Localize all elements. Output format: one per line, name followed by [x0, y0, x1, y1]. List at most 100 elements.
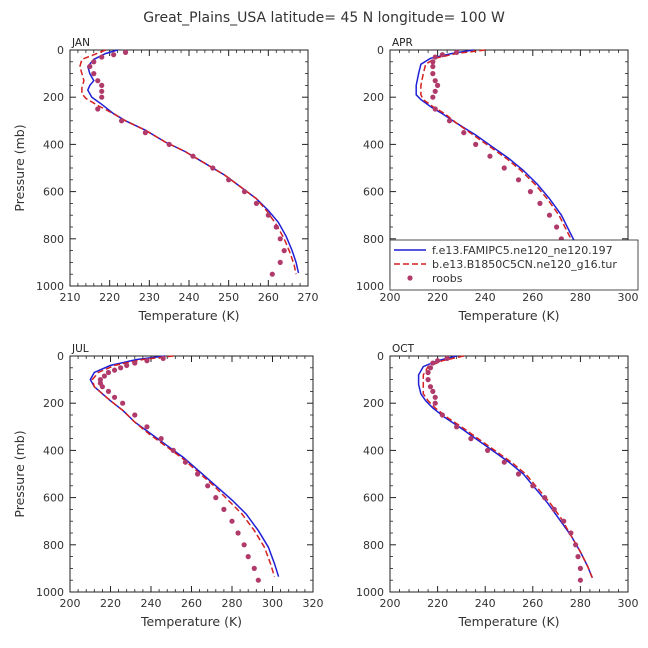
- data-point-roobs: [427, 365, 434, 371]
- series-line-coupled: [91, 355, 276, 577]
- plot-frame: [69, 49, 309, 287]
- y-tick-label: 200: [363, 91, 384, 104]
- panel-oct: OCT 200 220 240 260 280 300 0 200 400 600 800 1000 Te…: [356, 343, 639, 629]
- data-point-roobs: [551, 506, 557, 512]
- data-point-roobs: [435, 358, 441, 364]
- data-point-roobs: [105, 388, 112, 394]
- data-point-roobs: [277, 236, 283, 242]
- x-tick-label: 320: [303, 597, 324, 610]
- y-tick-label: 0: [57, 350, 64, 363]
- data-point-roobs: [577, 565, 584, 572]
- legend-box: [389, 239, 639, 291]
- y-tick-label: 200: [363, 397, 384, 410]
- data-point-roobs: [95, 106, 101, 112]
- panel-apr: APR 200 220 240 260 280 300 0 200 400 600 800 1000 Te…: [356, 37, 639, 323]
- data-point-roobs: [461, 130, 467, 136]
- data-point-roobs: [99, 82, 105, 88]
- data-point-roobs: [430, 59, 436, 65]
- data-point-roobs: [132, 412, 138, 418]
- data-point-roobs: [245, 554, 251, 560]
- x-tick-label: 220: [100, 597, 121, 610]
- x-tick-label: 240: [475, 291, 496, 304]
- data-point-roobs: [427, 384, 434, 390]
- data-point-roobs: [484, 447, 491, 453]
- data-point-roobs: [273, 224, 279, 230]
- x-tick-label: 260: [522, 291, 543, 304]
- x-tick-label: 300: [618, 597, 639, 610]
- data-point-roobs: [91, 71, 97, 77]
- data-point-roobs: [546, 212, 553, 218]
- data-point-roobs: [554, 224, 560, 230]
- data-point-roobs: [568, 530, 574, 536]
- y-tick-label: 0: [377, 44, 384, 57]
- data-point-roobs: [144, 358, 150, 364]
- data-point-roobs: [99, 54, 105, 60]
- data-point-roobs: [432, 78, 438, 84]
- data-point-roobs: [515, 177, 522, 183]
- x-tick-label: 200: [380, 291, 401, 304]
- y-tick-label: 400: [43, 138, 64, 151]
- data-point-roobs: [205, 483, 211, 489]
- x-tick-label: 230: [139, 291, 160, 304]
- x-tick-label: 240: [179, 291, 200, 304]
- data-point-roobs: [454, 424, 460, 430]
- series-line-coupled: [420, 49, 586, 274]
- data-point-roobs: [144, 424, 150, 430]
- data-point-roobs: [101, 373, 108, 379]
- y-tick-label: 400: [363, 138, 384, 151]
- panel-label: JAN: [71, 37, 90, 49]
- y-tick-label: 200: [43, 91, 64, 104]
- legend-label: b.e13.B1850C5CN.ne120_g16.tur: [432, 258, 617, 271]
- data-point-roobs: [537, 200, 543, 206]
- x-tick-label: 250: [218, 291, 239, 304]
- panel-jul: JUL 200 220 240 260 280 300 320 0 200 400 600 800 100…: [12, 343, 324, 629]
- y-tick-label: 400: [43, 444, 64, 457]
- y-tick-label: 400: [363, 444, 384, 457]
- panel-label: APR: [392, 37, 413, 49]
- data-point-roobs: [575, 554, 581, 560]
- data-point-roobs: [432, 54, 438, 60]
- y-tick-label: 0: [377, 350, 384, 363]
- legend-label: f.e13.FAMIPC5.ne120_ne120.197: [432, 244, 613, 257]
- data-point-roobs: [432, 394, 438, 400]
- x-tick-label: 220: [427, 597, 448, 610]
- data-point-roobs: [561, 518, 567, 524]
- data-point-roobs: [265, 212, 271, 218]
- data-point-roobs: [142, 130, 148, 136]
- data-point-roobs: [515, 471, 522, 477]
- x-tick-label: 270: [298, 291, 319, 304]
- data-point-roobs: [221, 506, 227, 512]
- data-point-roobs: [111, 394, 118, 400]
- x-tick-label: 220: [427, 291, 448, 304]
- data-point-roobs: [430, 94, 436, 100]
- y-tick-label: 800: [43, 233, 64, 246]
- data-point-roobs: [99, 384, 105, 390]
- panel-label: JUL: [71, 343, 89, 355]
- y-tick-label: 0: [57, 44, 64, 57]
- data-point-roobs: [573, 542, 579, 548]
- x-axis-label: Temperature (K): [137, 308, 239, 323]
- y-tick-label: 800: [363, 539, 384, 552]
- x-tick-label: 210: [60, 291, 81, 304]
- data-point-roobs: [241, 189, 248, 195]
- data-point-roobs: [160, 355, 166, 361]
- data-point-roobs: [281, 248, 287, 254]
- data-point-roobs: [120, 400, 126, 406]
- data-point-roobs: [158, 436, 164, 442]
- x-tick-label: 300: [262, 597, 283, 610]
- x-tick-label: 200: [380, 597, 401, 610]
- x-tick-label: 300: [618, 291, 639, 304]
- data-point-roobs: [95, 78, 101, 84]
- y-tick-label: 600: [363, 492, 384, 505]
- data-point-roobs: [269, 271, 275, 277]
- data-point-roobs: [124, 362, 130, 369]
- data-point-roobs: [430, 71, 436, 77]
- y-axis-label: Pressure (mb): [12, 430, 27, 517]
- data-point-roobs: [425, 377, 431, 383]
- series-line-amip: [417, 355, 593, 579]
- y-axis-label: Pressure (mb): [12, 124, 27, 211]
- data-point-roobs: [182, 459, 189, 465]
- data-point-roobs: [577, 577, 584, 583]
- data-point-roobs: [111, 52, 117, 58]
- x-tick-label: 260: [522, 597, 543, 610]
